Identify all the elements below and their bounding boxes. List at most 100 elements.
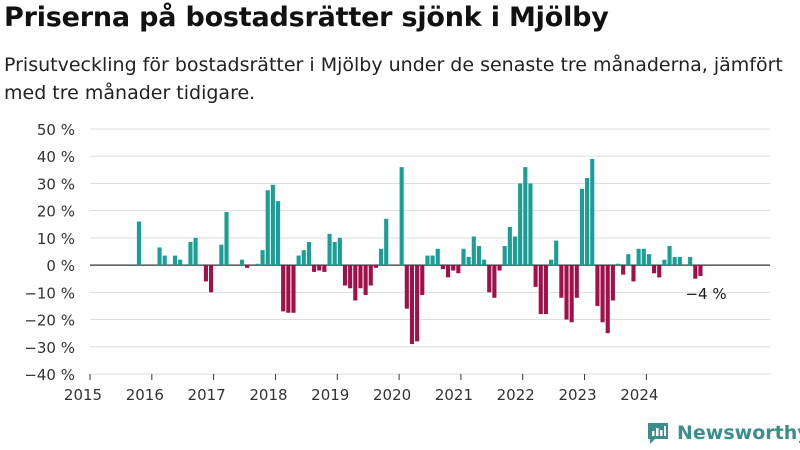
- bar: [451, 265, 456, 271]
- bar: [399, 167, 404, 266]
- bar: [554, 240, 559, 266]
- bar: [626, 254, 631, 266]
- newsworthy-brand[interactable]: Newsworthy: [645, 419, 800, 447]
- bar: [203, 265, 208, 282]
- bar: [440, 265, 445, 270]
- bar: [312, 265, 317, 272]
- y-tick-label: 20 %: [37, 203, 75, 221]
- bar: [363, 265, 368, 296]
- bar: [219, 244, 224, 266]
- bar: [502, 246, 507, 266]
- y-tick-label: −20 %: [24, 312, 75, 330]
- y-tick-label: 10 %: [37, 230, 75, 248]
- bar: [507, 227, 512, 266]
- bar: [281, 265, 286, 312]
- bar: [636, 248, 641, 266]
- bar: [621, 265, 626, 275]
- bar: [476, 246, 481, 266]
- x-tick-label: 2021: [435, 386, 473, 404]
- bar: [497, 265, 502, 271]
- y-tick-label: 0 %: [46, 257, 75, 275]
- bar: [188, 241, 193, 266]
- bar: [471, 236, 476, 266]
- bar: [286, 265, 291, 313]
- bar: [265, 190, 270, 266]
- bar: [688, 256, 693, 266]
- bar: [549, 259, 554, 266]
- bar: [368, 265, 373, 286]
- bar: [693, 265, 698, 279]
- newsworthy-logo-icon: [648, 423, 668, 444]
- bar: [482, 259, 487, 266]
- bar: [384, 218, 389, 266]
- bar: [456, 265, 461, 274]
- bar: [353, 265, 358, 301]
- bar: [332, 241, 337, 266]
- bar: [270, 184, 275, 266]
- x-tick-label: 2020: [373, 386, 411, 404]
- bar: [162, 255, 167, 266]
- bar: [317, 265, 322, 271]
- chart-title: Priserna på bostadsrätter sjönk i Mjölby: [4, 2, 609, 33]
- bar: [533, 265, 538, 287]
- bar: [430, 255, 435, 266]
- bar: [291, 265, 296, 313]
- bar: [657, 265, 662, 278]
- bar: [327, 233, 332, 266]
- y-tick-label: 50 %: [37, 121, 75, 139]
- x-tick-label: 2024: [620, 386, 658, 404]
- bar: [409, 265, 415, 345]
- gridlines: [90, 128, 770, 375]
- bar: [239, 259, 245, 266]
- bar: [415, 265, 420, 342]
- bar: [425, 255, 430, 266]
- bar: [528, 183, 533, 266]
- bar: [646, 254, 651, 266]
- bar: [466, 256, 471, 266]
- bar: [512, 236, 518, 266]
- x-tick-label: 2017: [188, 386, 226, 404]
- bar: [379, 248, 384, 266]
- bar: [275, 201, 281, 266]
- bar: [641, 248, 646, 266]
- bar: [492, 265, 497, 298]
- bar: [306, 241, 311, 266]
- bar: [698, 265, 703, 276]
- bar: [585, 178, 590, 266]
- bar: [605, 265, 610, 334]
- bar: [157, 247, 162, 266]
- x-tick-label: 2019: [311, 386, 349, 404]
- bar: [224, 212, 229, 266]
- y-axis-tick-labels: 50 % 40 % 30 % 20 % 10 % 0 % −10 % −20 % −30 % −4…: [24, 121, 75, 384]
- bar: [523, 167, 528, 266]
- chart-subtitle: Prisutveckling för bostadsrätter i Mjölb…: [4, 54, 783, 104]
- bar: [564, 265, 569, 320]
- bar: [301, 250, 306, 266]
- bar: [543, 265, 548, 315]
- y-tick-label: −30 %: [24, 339, 75, 357]
- bar: [260, 250, 265, 266]
- y-tick-label: −40 %: [24, 366, 75, 384]
- last-value-annotation: −4 %: [685, 285, 726, 303]
- bar: [662, 259, 667, 266]
- bar: [193, 237, 198, 266]
- y-tick-label: −10 %: [24, 284, 75, 302]
- x-tick-label: 2018: [249, 386, 287, 404]
- bar: [348, 265, 353, 289]
- bar: [322, 265, 327, 272]
- x-tick-label: 2016: [126, 386, 164, 404]
- bar: [209, 265, 214, 293]
- brand-name: Newsworthy: [677, 422, 800, 444]
- x-tick-label: 2015: [64, 386, 102, 404]
- bar: [518, 183, 523, 266]
- bar: [337, 237, 342, 266]
- bar: [590, 158, 595, 266]
- bar: [404, 265, 409, 309]
- bar: [487, 265, 492, 293]
- bar: [178, 259, 183, 266]
- y-tick-label: 40 %: [37, 148, 75, 166]
- bar: [631, 265, 636, 282]
- bar: [245, 265, 250, 268]
- bar: [136, 221, 141, 266]
